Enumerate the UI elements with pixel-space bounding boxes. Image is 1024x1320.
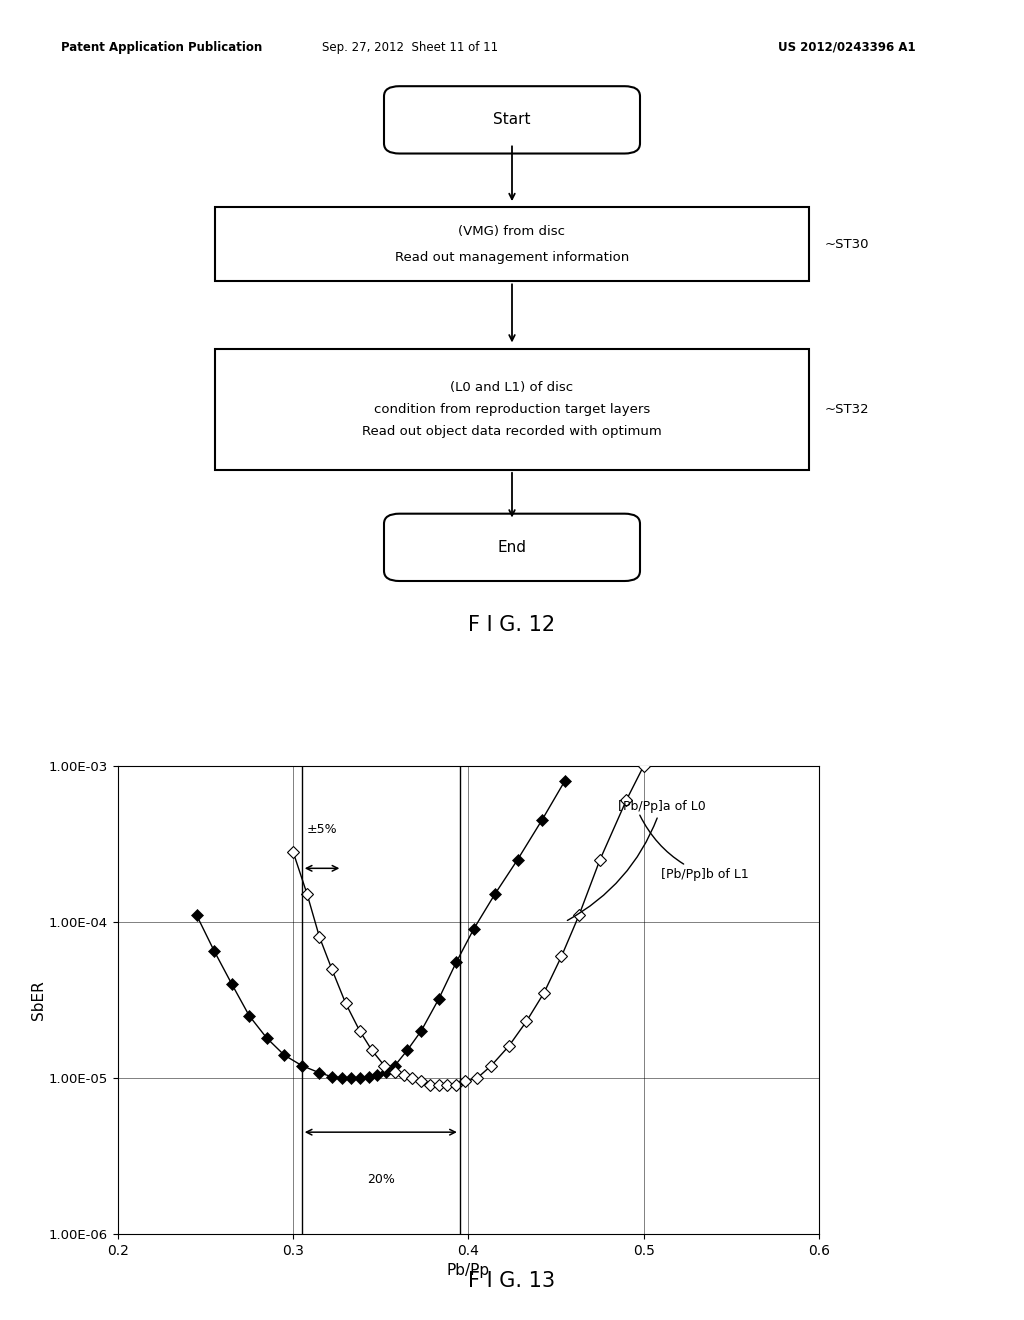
- Text: ~ST30: ~ST30: [824, 238, 868, 251]
- Text: Start: Start: [494, 112, 530, 127]
- Text: F I G. 12: F I G. 12: [468, 615, 556, 635]
- Text: [Pb/Pp]a of L0: [Pb/Pp]a of L0: [567, 800, 706, 920]
- X-axis label: Pb/Pp: Pb/Pp: [446, 1263, 490, 1279]
- Y-axis label: SbER: SbER: [31, 979, 46, 1020]
- Text: Sep. 27, 2012  Sheet 11 of 11: Sep. 27, 2012 Sheet 11 of 11: [322, 41, 498, 54]
- Text: [Pb/Pp]b of L1: [Pb/Pp]b of L1: [640, 816, 750, 882]
- Text: ~ST32: ~ST32: [824, 403, 869, 416]
- Bar: [215, 348, 809, 470]
- Text: 20%: 20%: [367, 1172, 394, 1185]
- Text: ±5%: ±5%: [307, 824, 337, 837]
- Text: Read out management information: Read out management information: [395, 251, 629, 264]
- Text: Read out object data recorded with optimum: Read out object data recorded with optim…: [362, 425, 662, 437]
- Text: US 2012/0243396 A1: US 2012/0243396 A1: [778, 41, 915, 54]
- FancyBboxPatch shape: [384, 86, 640, 153]
- Text: End: End: [498, 540, 526, 554]
- Bar: [215, 207, 809, 281]
- Text: (L0 and L1) of disc: (L0 and L1) of disc: [451, 381, 573, 395]
- Text: condition from reproduction target layers: condition from reproduction target layer…: [374, 403, 650, 416]
- Text: Patent Application Publication: Patent Application Publication: [61, 41, 263, 54]
- Text: (VMG) from disc: (VMG) from disc: [459, 226, 565, 238]
- FancyBboxPatch shape: [384, 513, 640, 581]
- Text: F I G. 13: F I G. 13: [468, 1271, 556, 1291]
